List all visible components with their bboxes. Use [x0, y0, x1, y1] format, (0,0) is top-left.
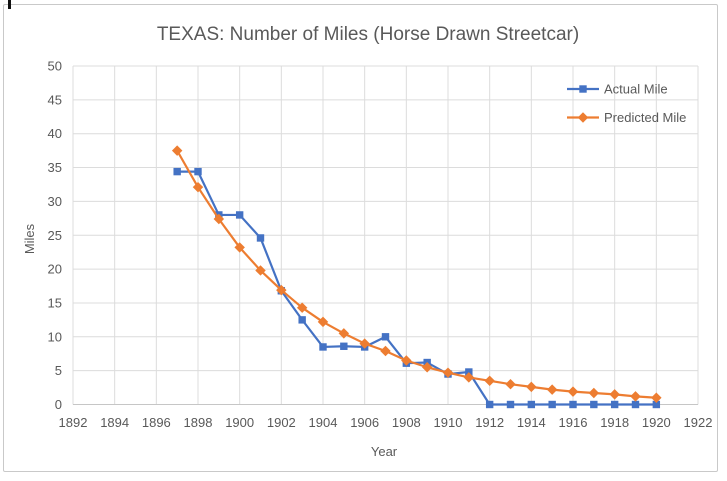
x-tick-label: 1910 — [434, 415, 463, 430]
series-layer — [171, 145, 662, 409]
series-marker — [485, 400, 494, 409]
series-marker — [631, 400, 640, 409]
series-marker — [527, 400, 536, 409]
x-tick-label: 1900 — [225, 415, 254, 430]
series-marker — [463, 372, 475, 383]
series-marker — [588, 387, 600, 399]
legend-item: Actual Mile — [567, 82, 668, 97]
series-marker — [630, 391, 641, 402]
series-marker — [442, 367, 454, 378]
x-tick-label: 1894 — [100, 415, 129, 430]
legend: Actual Mile Predicted Mile — [567, 82, 686, 125]
x-tick-label: 1904 — [309, 415, 338, 430]
legend-marker — [579, 85, 587, 93]
y-tick-label: 35 — [48, 160, 62, 175]
series-marker — [401, 355, 412, 366]
series-marker — [609, 389, 620, 400]
y-tick-label: 25 — [48, 228, 62, 243]
series-marker — [359, 338, 370, 349]
series-line — [177, 170, 657, 406]
x-tick-label: 1892 — [59, 415, 88, 430]
y-axis-title: Miles — [22, 223, 37, 254]
x-tick-label: 1914 — [517, 415, 546, 430]
series-marker — [569, 400, 577, 409]
y-tick-label: 40 — [48, 126, 62, 141]
legend-label: Predicted Mile — [604, 110, 686, 125]
series-marker — [465, 368, 473, 376]
series-line — [176, 150, 657, 399]
y-tick-label: 0 — [55, 397, 62, 412]
series-marker — [652, 400, 661, 409]
x-tick-label: 1898 — [184, 415, 213, 430]
series-marker — [610, 400, 619, 409]
series-marker — [235, 211, 244, 219]
x-axis-title: Year — [371, 444, 398, 459]
legend-marker — [577, 112, 589, 123]
series-marker — [276, 284, 287, 296]
series-marker — [173, 167, 181, 176]
x-tick-label: 1908 — [392, 415, 421, 430]
legend-item: Predicted Mile — [567, 110, 686, 125]
y-tick-label: 15 — [48, 295, 62, 310]
x-tick-label: 1902 — [267, 415, 296, 430]
series-marker — [506, 400, 515, 409]
y-tick-label: 45 — [48, 92, 62, 107]
series-marker — [256, 234, 265, 242]
cursor-artifact — [8, 0, 11, 9]
series-marker — [505, 378, 516, 390]
series-marker — [380, 345, 391, 357]
series-marker — [255, 265, 266, 276]
series-marker — [548, 400, 556, 409]
series-marker — [319, 343, 327, 351]
x-tick-label: 1918 — [600, 415, 629, 430]
x-tick-label: 1896 — [142, 415, 171, 430]
axes-layer: 1892 1894 1896 1898 1900 1902 1904 1906 1908 1910… — [48, 59, 713, 431]
series-marker — [171, 145, 183, 156]
y-tick-label: 10 — [48, 329, 62, 344]
y-tick-label: 50 — [48, 59, 62, 74]
series-marker — [298, 316, 306, 324]
series-marker — [340, 342, 348, 350]
y-tick-label: 20 — [48, 262, 62, 277]
x-tick-label: 1916 — [559, 415, 588, 430]
series-marker — [317, 316, 329, 328]
series-marker — [381, 333, 390, 341]
series-marker — [338, 328, 350, 339]
series-marker — [194, 167, 202, 176]
series-marker — [421, 362, 433, 373]
legend-label: Actual Mile — [604, 82, 668, 97]
series-marker — [590, 400, 598, 409]
x-tick-label: 1912 — [475, 415, 504, 430]
chart-title: TEXAS: Number of Miles (Horse Drawn Stre… — [157, 24, 579, 45]
series-marker — [546, 384, 558, 395]
y-tick-label: 30 — [48, 194, 62, 209]
y-tick-label: 5 — [55, 363, 62, 378]
x-tick-label: 1922 — [684, 415, 713, 430]
x-tick-label: 1920 — [642, 415, 671, 430]
series-marker — [526, 381, 537, 393]
series-marker — [484, 375, 495, 387]
x-tick-label: 1906 — [350, 415, 379, 430]
series-marker — [567, 386, 579, 397]
